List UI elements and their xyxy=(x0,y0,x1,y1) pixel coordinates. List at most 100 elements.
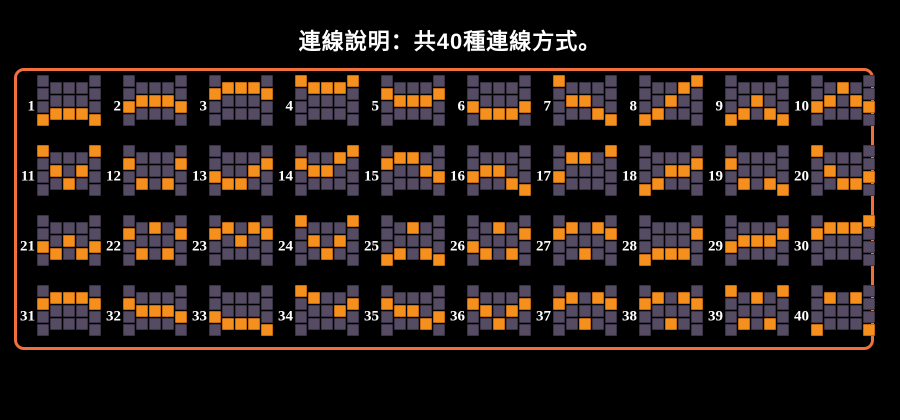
payline-23[interactable]: 23 xyxy=(189,212,275,282)
reel-column-3 xyxy=(493,222,505,278)
reel-cell-active xyxy=(334,235,346,247)
payline-37[interactable]: 37 xyxy=(533,282,619,352)
reel-cell xyxy=(811,184,823,196)
reel-cell xyxy=(764,165,776,177)
reel-cell xyxy=(811,215,823,227)
payline-33[interactable]: 33 xyxy=(189,282,275,352)
reel-cell xyxy=(347,285,359,297)
reel-cell xyxy=(37,158,49,170)
reel-cell xyxy=(37,311,49,323)
payline-11[interactable]: 11 xyxy=(17,142,103,212)
reel-cell-active xyxy=(420,248,432,260)
reel-cell xyxy=(37,324,49,336)
reel-cell xyxy=(467,311,479,323)
reel-grid xyxy=(37,215,103,278)
reel-cell-active xyxy=(605,298,617,310)
payline-10[interactable]: 10 xyxy=(791,72,877,142)
reel-cell xyxy=(347,228,359,240)
reel-cell xyxy=(381,101,393,113)
reel-cell xyxy=(605,101,617,113)
reel-cell xyxy=(433,228,445,240)
reel-cell xyxy=(209,158,221,170)
reel-cell xyxy=(334,248,346,260)
payline-number: 30 xyxy=(794,238,809,255)
payline-9[interactable]: 9 xyxy=(705,72,791,142)
reel-column-1 xyxy=(123,75,135,138)
payline-16[interactable]: 16 xyxy=(447,142,533,212)
reel-cell xyxy=(579,178,591,190)
reel-cell-active xyxy=(480,165,492,177)
reel-cell xyxy=(553,114,565,126)
reel-cell xyxy=(89,75,101,87)
payline-36[interactable]: 36 xyxy=(447,282,533,352)
payline-31[interactable]: 31 xyxy=(17,282,103,352)
payline-1[interactable]: 1 xyxy=(17,72,103,142)
payline-17[interactable]: 17 xyxy=(533,142,619,212)
reel-cell xyxy=(433,215,445,227)
payline-39[interactable]: 39 xyxy=(705,282,791,352)
reel-cell xyxy=(222,305,234,317)
payline-21[interactable]: 21 xyxy=(17,212,103,282)
reel-cell xyxy=(850,235,862,247)
payline-30[interactable]: 30 xyxy=(791,212,877,282)
reel-cell xyxy=(480,82,492,94)
reel-cell xyxy=(123,171,135,183)
payline-18[interactable]: 18 xyxy=(619,142,705,212)
payline-20[interactable]: 20 xyxy=(791,142,877,212)
payline-5[interactable]: 5 xyxy=(361,72,447,142)
payline-4[interactable]: 4 xyxy=(275,72,361,142)
reel-cell-active xyxy=(837,178,849,190)
payline-34[interactable]: 34 xyxy=(275,282,361,352)
reel-cell-active xyxy=(850,95,862,107)
payline-38[interactable]: 38 xyxy=(619,282,705,352)
payline-19[interactable]: 19 xyxy=(705,142,791,212)
reel-cell-active xyxy=(605,114,617,126)
payline-26[interactable]: 26 xyxy=(447,212,533,282)
payline-2[interactable]: 2 xyxy=(103,72,189,142)
reel-cell xyxy=(678,95,690,107)
payline-15[interactable]: 15 xyxy=(361,142,447,212)
reel-cell xyxy=(295,228,307,240)
payline-6[interactable]: 6 xyxy=(447,72,533,142)
reel-cell-active xyxy=(162,248,174,260)
reel-cell xyxy=(347,311,359,323)
payline-7[interactable]: 7 xyxy=(533,72,619,142)
payline-number: 33 xyxy=(192,308,207,325)
payline-8[interactable]: 8 xyxy=(619,72,705,142)
reel-cell xyxy=(863,228,875,240)
payline-24[interactable]: 24 xyxy=(275,212,361,282)
reel-cell xyxy=(519,75,531,87)
reel-cell-active xyxy=(824,292,836,304)
reel-cell xyxy=(605,241,617,253)
reel-column-4 xyxy=(850,222,862,278)
reel-cell xyxy=(175,88,187,100)
payline-28[interactable]: 28 xyxy=(619,212,705,282)
payline-3[interactable]: 3 xyxy=(189,72,275,142)
reel-cell-active xyxy=(295,75,307,87)
payline-14[interactable]: 14 xyxy=(275,142,361,212)
payline-35[interactable]: 35 xyxy=(361,282,447,352)
reel-cell xyxy=(394,222,406,234)
reel-cell xyxy=(433,298,445,310)
payline-27[interactable]: 27 xyxy=(533,212,619,282)
reel-grid xyxy=(553,145,619,208)
payline-25[interactable]: 25 xyxy=(361,212,447,282)
reel-cell-active xyxy=(308,235,320,247)
reel-cell-active xyxy=(850,178,862,190)
payline-22[interactable]: 22 xyxy=(103,212,189,282)
reel-column-4 xyxy=(76,82,88,138)
payline-29[interactable]: 29 xyxy=(705,212,791,282)
reel-cell xyxy=(222,235,234,247)
reel-column-4 xyxy=(506,292,518,348)
payline-13[interactable]: 13 xyxy=(189,142,275,212)
reel-cell xyxy=(566,305,578,317)
reel-cell xyxy=(63,222,75,234)
reel-cell xyxy=(136,235,148,247)
reel-cell xyxy=(162,152,174,164)
payline-40[interactable]: 40 xyxy=(791,282,877,352)
reel-grid xyxy=(295,285,361,348)
reel-cell-active xyxy=(480,305,492,317)
payline-32[interactable]: 32 xyxy=(103,282,189,352)
reel-column-5 xyxy=(89,145,101,208)
payline-12[interactable]: 12 xyxy=(103,142,189,212)
